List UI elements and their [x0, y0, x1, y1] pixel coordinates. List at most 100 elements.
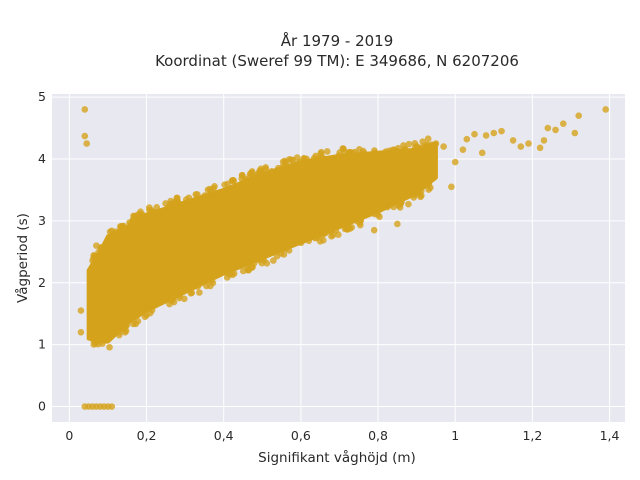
scatter-point — [143, 223, 150, 231]
scatter-point — [385, 147, 393, 155]
scatter-point — [320, 237, 327, 244]
y-tick-label: 0 — [38, 399, 46, 414]
scatter-point — [83, 140, 91, 147]
scatter-point — [405, 140, 413, 148]
y-tick-label: 2 — [38, 275, 46, 290]
scatter-point — [482, 132, 490, 139]
scatter-point — [415, 144, 422, 152]
scatter-point — [185, 194, 193, 202]
scatter-point — [174, 197, 181, 205]
scatter-point — [131, 217, 138, 225]
scatter-point — [77, 328, 85, 336]
scatter-point — [93, 242, 100, 249]
x-ticks: 0 0,2 0,4 0,6 0,8 1 1,2 1,4 — [65, 428, 619, 443]
scatter-point — [356, 216, 364, 224]
scatter-point — [490, 129, 498, 137]
scatter-point — [148, 306, 156, 314]
scatter-point — [300, 154, 308, 162]
scatter-point — [297, 239, 305, 247]
scatter-point — [94, 337, 101, 345]
scatter-point — [208, 277, 215, 285]
scatter-point — [208, 188, 215, 195]
scatter-point — [91, 252, 99, 260]
y-axis-label: Vågperiod (s) — [14, 213, 31, 303]
y-tick-label: 1 — [38, 337, 46, 352]
scatter-point — [417, 187, 425, 195]
scatter-point — [571, 129, 579, 137]
scatter-point — [509, 137, 517, 144]
scatter-point — [248, 168, 256, 175]
scatter-point — [262, 164, 269, 171]
scatter-point — [112, 228, 120, 236]
scatter-point — [318, 148, 325, 156]
scatter-point — [384, 203, 391, 211]
scatter-point — [106, 343, 113, 351]
scatter-point — [478, 149, 486, 157]
x-axis-label: Signifikant våghöjd (m) — [258, 449, 416, 466]
scatter-point — [411, 191, 419, 199]
scatter-point — [280, 251, 288, 258]
scatter-point — [370, 226, 378, 234]
scatter-point — [540, 137, 548, 144]
scatter-point — [122, 327, 130, 335]
scatter-point — [81, 106, 89, 113]
scatter-point — [394, 220, 401, 228]
chart-subtitle: Koordinat (Sweref 99 TM): E 349686, N 62… — [155, 52, 519, 70]
scatter-point — [181, 295, 188, 303]
scatter-point — [451, 158, 459, 166]
scatter-point — [108, 403, 116, 410]
scatter-point — [194, 283, 202, 290]
scatter-point — [544, 124, 552, 132]
scatter-point — [395, 202, 402, 209]
scatter-point — [424, 135, 432, 143]
scatter-point — [147, 206, 155, 214]
scatter-point — [285, 247, 293, 254]
point-cloud — [86, 141, 438, 344]
scatter-point — [440, 143, 447, 150]
scatter-point — [229, 176, 237, 184]
y-tick-label: 3 — [38, 213, 46, 228]
scatter-point — [405, 200, 412, 208]
scatter-point — [226, 270, 233, 278]
scatter-point — [525, 140, 532, 147]
scatter-point — [575, 112, 582, 119]
scatter-point — [81, 132, 89, 140]
scatter-point — [268, 167, 275, 175]
x-tick-label: 1,4 — [600, 428, 620, 443]
x-tick-label: 0,6 — [291, 428, 311, 443]
scatter-point — [463, 135, 471, 143]
scatter-point — [305, 237, 313, 245]
scatter-point — [166, 300, 173, 308]
scatter-point — [335, 152, 342, 160]
scatter-point — [112, 307, 119, 314]
scatter-point — [328, 226, 336, 234]
scatter-point — [77, 307, 85, 314]
x-tick-label: 0,2 — [137, 428, 157, 443]
scatter-point — [559, 120, 567, 128]
scatter-point — [98, 243, 105, 251]
scatter-point — [357, 221, 364, 229]
scatter-point — [417, 193, 424, 201]
scatter-point — [263, 260, 271, 267]
scatter-point — [348, 223, 356, 231]
scatter-point — [176, 292, 183, 300]
scatter-point — [552, 126, 559, 134]
scatter-point — [335, 231, 342, 238]
scatter-point — [311, 234, 319, 242]
scatter-point — [196, 289, 203, 296]
scatter-point — [329, 231, 337, 239]
scatter-point — [281, 157, 289, 165]
scatter-point — [498, 127, 505, 135]
x-tick-label: 1,2 — [522, 428, 542, 443]
scatter-point — [254, 172, 262, 180]
scatter-point — [356, 146, 363, 153]
chart-title: År 1979 - 2019 — [281, 31, 394, 50]
scatter-point — [153, 204, 161, 211]
scatter-point — [471, 130, 478, 138]
y-tick-label: 5 — [38, 89, 46, 104]
x-tick-label: 0,8 — [368, 428, 388, 443]
scatter-point — [187, 289, 195, 297]
scatter-point — [432, 140, 440, 147]
y-ticks: 0 1 2 3 4 5 — [38, 89, 46, 413]
